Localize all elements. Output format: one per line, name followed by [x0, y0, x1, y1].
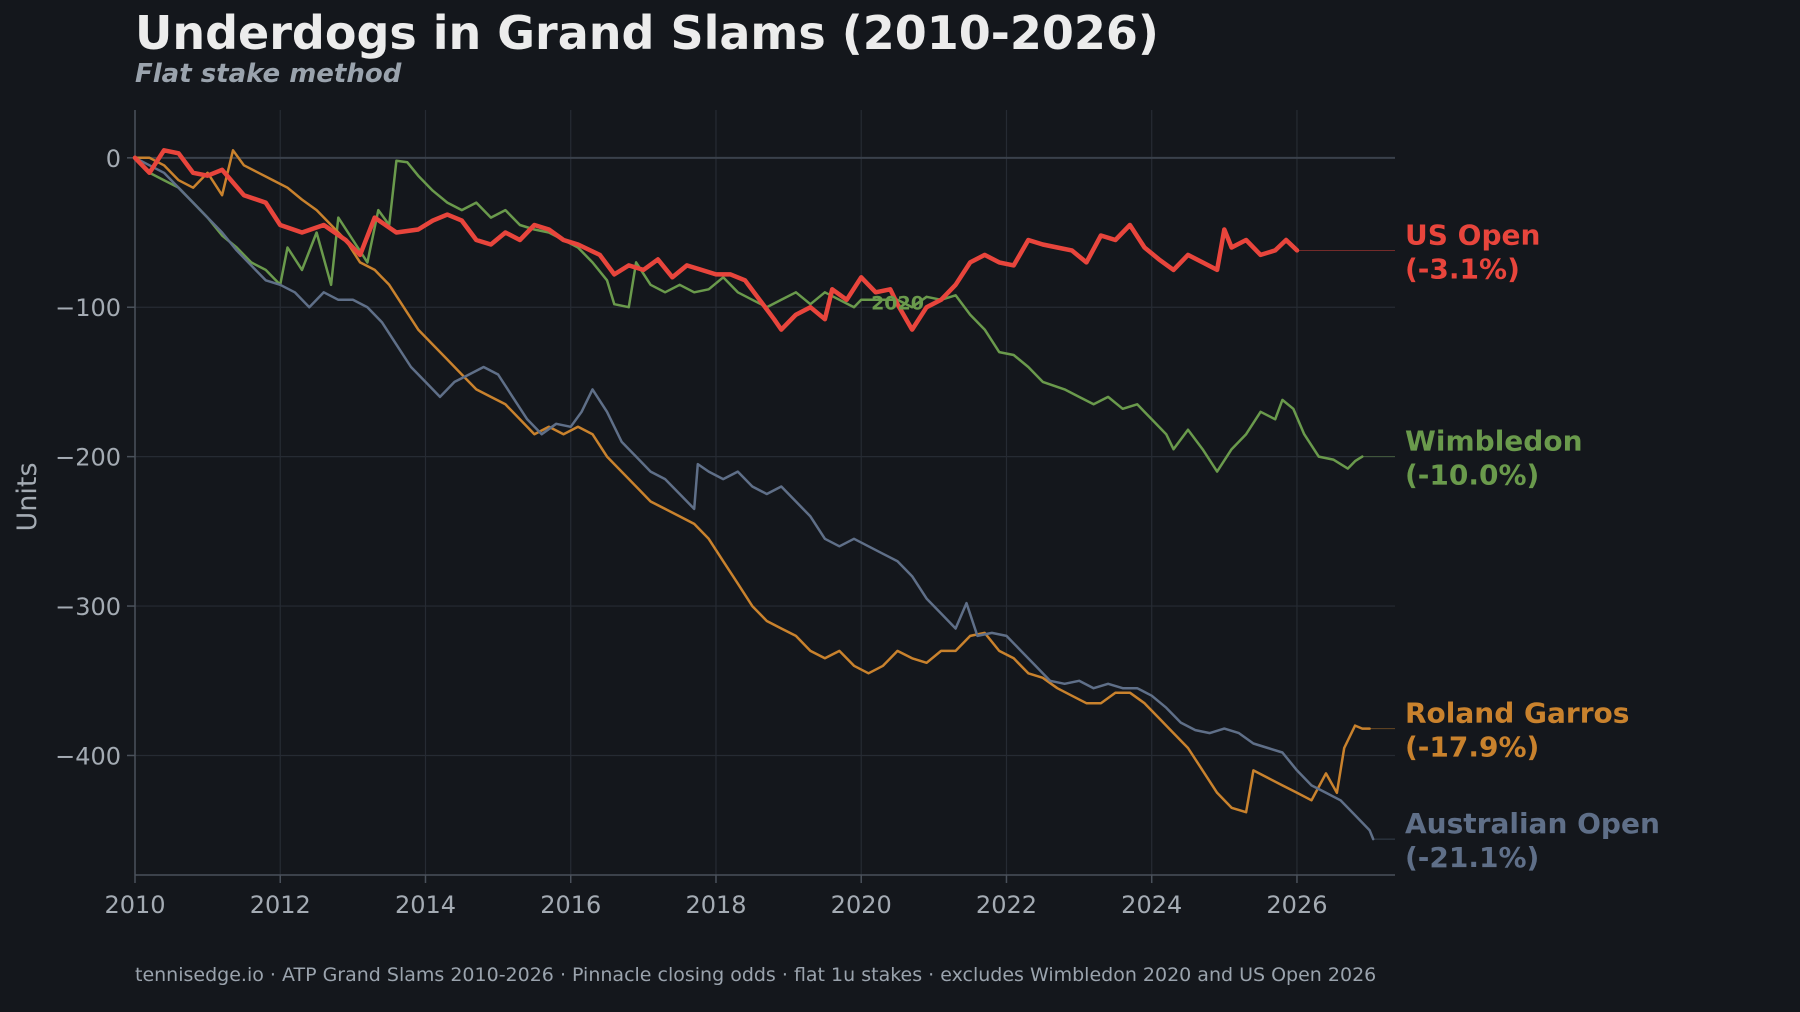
chart-footer: tennisedge.io · ATP Grand Slams 2010-202…	[135, 964, 1377, 986]
series-line-australian-open	[133, 156, 1375, 841]
y-tick-label: −400	[55, 742, 121, 770]
x-tick-label: 2026	[1266, 891, 1327, 919]
series-roi-us-open: (-3.1%)	[1405, 252, 1520, 285]
x-tick-label: 2020	[831, 891, 892, 919]
series-roi-australian-open: (-21.1%)	[1405, 841, 1539, 874]
x-tick-label: 2016	[540, 891, 601, 919]
chart-title: Underdogs in Grand Slams (2010-2026)	[135, 6, 1159, 60]
y-tick-label: −100	[55, 294, 121, 322]
series-label-us-open: US Open	[1405, 218, 1540, 251]
x-tick-label: 2014	[395, 891, 456, 919]
x-tick-label: 2022	[976, 891, 1037, 919]
series-line-us-open	[132, 148, 1300, 332]
series-lines	[132, 148, 1395, 841]
series-label-wimbledon: Wimbledon	[1405, 425, 1583, 458]
series-roi-roland-garros: (-17.9%)	[1405, 731, 1539, 764]
series-end-labels: US Open(-3.1%) Wimbledon(-10.0%) Roland Ga…	[871, 218, 1660, 874]
chart-subtitle: Flat stake method	[135, 59, 402, 89]
y-tick-label: −200	[55, 444, 121, 472]
x-tick-label: 2012	[250, 891, 311, 919]
axes: 2010 2012 2014 2016 2018 2020 2022 2024 2026 0 −10…	[55, 110, 1395, 919]
series-line-wimbledon	[133, 156, 1364, 473]
x-tick-label: 2018	[685, 891, 746, 919]
y-tick-label: −300	[55, 593, 121, 621]
y-tick-label: 0	[106, 145, 121, 173]
series-label-australian-open: Australian Open	[1405, 807, 1660, 840]
y-axis-label: Units	[12, 462, 43, 531]
annotation-label: 2020	[871, 293, 924, 315]
series-roi-wimbledon: (-10.0%)	[1405, 459, 1539, 492]
x-tick-label: 2010	[104, 891, 165, 919]
x-tick-label: 2024	[1121, 891, 1182, 919]
series-label-roland-garros: Roland Garros	[1405, 697, 1629, 730]
